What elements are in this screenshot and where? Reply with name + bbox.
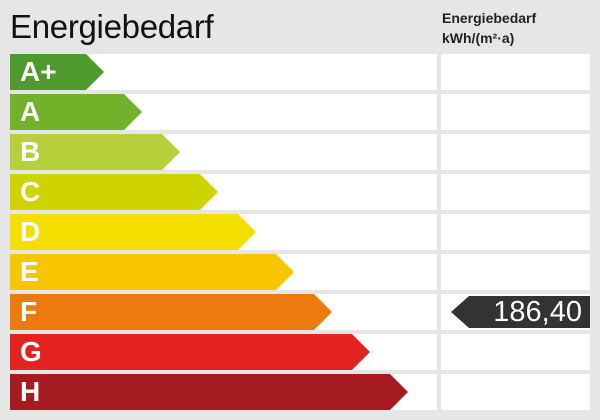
energy-class-label: E — [20, 256, 39, 287]
energy-class-bar: B — [10, 134, 180, 170]
energy-class-bar: D — [10, 214, 256, 250]
energy-class-label: F — [20, 296, 38, 327]
unit-label: Energiebedarf kWh/(m²·a) — [442, 8, 536, 48]
energy-class-label: B — [20, 136, 41, 167]
value-cell — [441, 374, 590, 410]
value-cell — [441, 214, 590, 250]
energy-class-row: H — [10, 374, 590, 410]
energy-class-label: A+ — [20, 56, 57, 87]
value-marker: 186,40 — [451, 296, 590, 328]
energy-class-bar: C — [10, 174, 218, 210]
energy-class-bar: F — [10, 294, 332, 330]
value-cell — [441, 334, 590, 370]
energy-class-row: A — [10, 94, 590, 130]
value-cell — [441, 134, 590, 170]
value-cell — [441, 254, 590, 290]
unit-label-line2: kWh/(m²·a) — [442, 30, 515, 46]
energy-class-label: D — [20, 216, 41, 247]
energy-class-row: B — [10, 134, 590, 170]
energy-class-bar: H — [10, 374, 408, 410]
value-cell — [441, 174, 590, 210]
energy-class-row: C — [10, 174, 590, 210]
energy-class-row: D — [10, 214, 590, 250]
energy-class-bar: A+ — [10, 54, 104, 90]
value-cell — [441, 54, 590, 90]
value-cell — [441, 94, 590, 130]
energy-class-row: E — [10, 254, 590, 290]
energy-class-label: A — [20, 96, 41, 127]
energy-class-row: G — [10, 334, 590, 370]
energy-class-label: C — [20, 176, 41, 207]
page-title: Energiebedarf — [10, 8, 214, 45]
energy-class-bar: E — [10, 254, 294, 290]
energy-class-label: G — [20, 336, 42, 367]
energy-class-label: H — [20, 376, 41, 407]
energy-class-bar: A — [10, 94, 142, 130]
energy-class-row: A+ — [10, 54, 590, 90]
unit-label-line1: Energiebedarf — [442, 10, 537, 26]
energy-class-row: F 186,40 — [10, 294, 590, 330]
energy-class-bar: G — [10, 334, 370, 370]
